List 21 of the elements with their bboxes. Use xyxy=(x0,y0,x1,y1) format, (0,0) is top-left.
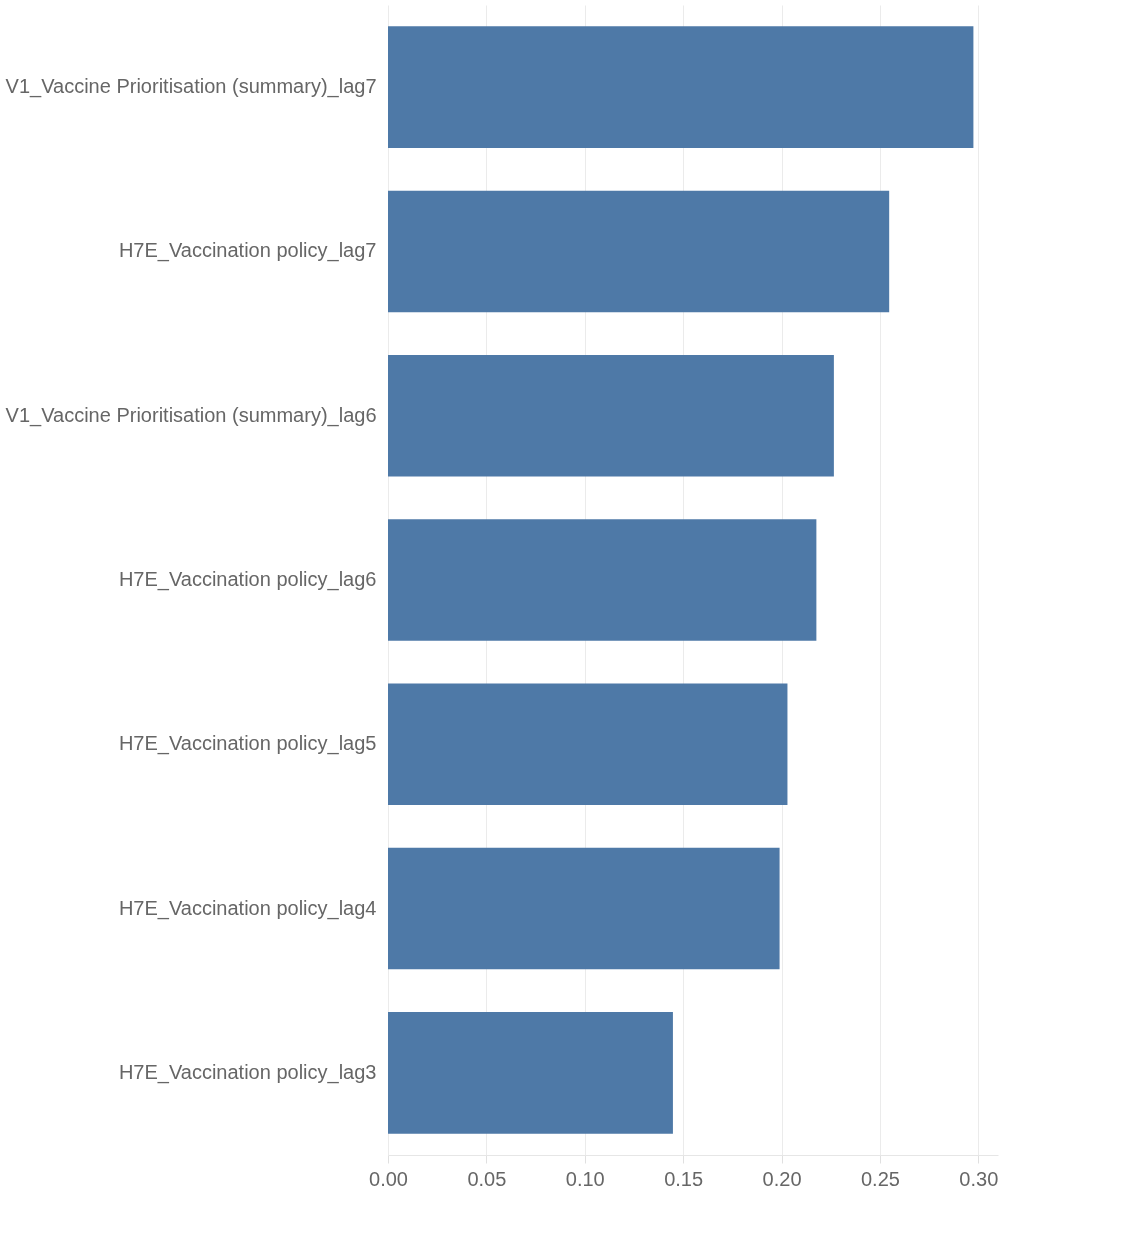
y-tick-label: V1_Vaccine Prioritisation (summary)_lag6 xyxy=(5,403,377,427)
y-tick-label: H7E_Vaccination policy_lag3 xyxy=(118,1060,377,1084)
bar xyxy=(388,26,974,148)
x-tick-label: 0.20 xyxy=(762,1167,802,1190)
y-tick-label: H7E_Vaccination policy_lag5 xyxy=(118,732,377,756)
bar xyxy=(388,683,788,806)
y-tick-label: H7E_Vaccination policy_lag6 xyxy=(118,568,377,591)
bar xyxy=(388,847,780,970)
y-tick-label: H7E_Vaccination policy_lag7 xyxy=(118,239,377,263)
y-tick-label: V1_Vaccine Prioritisation (summary)_lag7 xyxy=(5,75,377,99)
x-tick-label: 0.25 xyxy=(860,1167,900,1190)
bar xyxy=(388,354,834,477)
bar xyxy=(388,190,890,313)
x-tick-label: 0.00 xyxy=(369,1167,408,1190)
x-tick-label: 0.30 xyxy=(959,1167,999,1190)
x-tick-label: 0.05 xyxy=(467,1167,507,1190)
x-tick-label: 0.15 xyxy=(664,1167,704,1190)
bar xyxy=(388,519,817,641)
y-tick-label: H7E_Vaccination policy_lag4 xyxy=(118,896,377,920)
x-tick-label: 0.10 xyxy=(565,1167,605,1190)
bar xyxy=(388,1012,673,1134)
